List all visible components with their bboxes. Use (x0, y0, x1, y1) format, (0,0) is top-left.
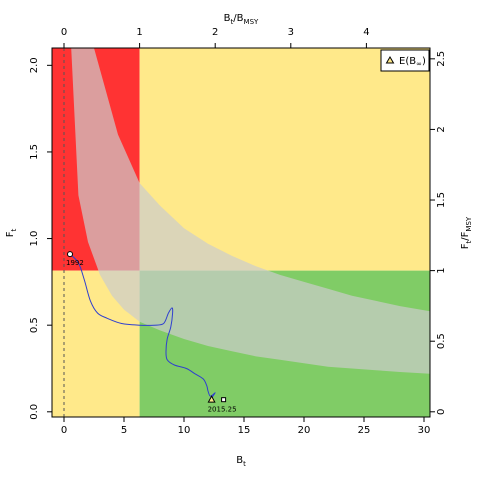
right-tick-label: 1.5 (436, 192, 447, 208)
y-tick-label: 0.5 (29, 317, 40, 333)
x-tick-label: 5 (121, 425, 127, 436)
y-tick-label: 0.0 (29, 404, 40, 420)
top-tick-label: 2 (212, 27, 218, 38)
uncertainty-band (63, 48, 430, 417)
x-tick-label: 25 (358, 425, 371, 436)
top-tick-label: 1 (136, 27, 142, 38)
right-tick-label: 0.5 (436, 333, 447, 349)
y-tick-label: 2.0 (29, 57, 40, 73)
y-axis-label: Ft (5, 228, 18, 237)
x-tick-label: 10 (178, 425, 191, 436)
expected-point-marker (221, 397, 227, 403)
x-tick-label: 20 (298, 425, 311, 436)
trajectory-line (69, 253, 216, 399)
legend-box (380, 49, 430, 72)
top-tick-label: 3 (288, 27, 294, 38)
right-tick-label: 2 (436, 126, 447, 132)
plot-frame (51, 47, 431, 418)
top-tick-label: 4 (363, 27, 369, 38)
right-tick-label: 1 (436, 267, 447, 273)
end-point-triangle (207, 395, 216, 403)
end-year-label: 2015.25 (208, 406, 237, 414)
right-tick-label: 2.5 (436, 51, 447, 67)
y-tick-label: 1.5 (29, 144, 40, 160)
legend: E(B∞) (380, 49, 430, 72)
x-tick-label: 0 (61, 425, 67, 436)
x-axis-label: Bt (236, 455, 246, 468)
axes: 0 5 10 15 20 25 30 0.0 0.5 1.0 1.5 2.0 0 1 2 3 4 0 0.5 1 1.5… (29, 27, 447, 436)
top-tick-label: 0 (61, 27, 67, 38)
x-tick-label: 30 (418, 425, 431, 436)
x-tick-label: 15 (238, 425, 251, 436)
confidence-band (71, 48, 430, 374)
top-axis-label: Bt/BMSY (224, 13, 259, 26)
legend-label: E(B∞) (399, 56, 426, 68)
legend-triangle-icon (385, 56, 395, 64)
trajectory-layer: 1992 2015.25 (66, 251, 237, 414)
right-axis-label: Ft/FMSY (460, 216, 473, 249)
start-year-label: 1992 (66, 259, 84, 267)
start-point-marker (67, 251, 73, 258)
right-tick-label: 0 (436, 409, 447, 415)
y-tick-label: 1.0 (29, 231, 40, 247)
